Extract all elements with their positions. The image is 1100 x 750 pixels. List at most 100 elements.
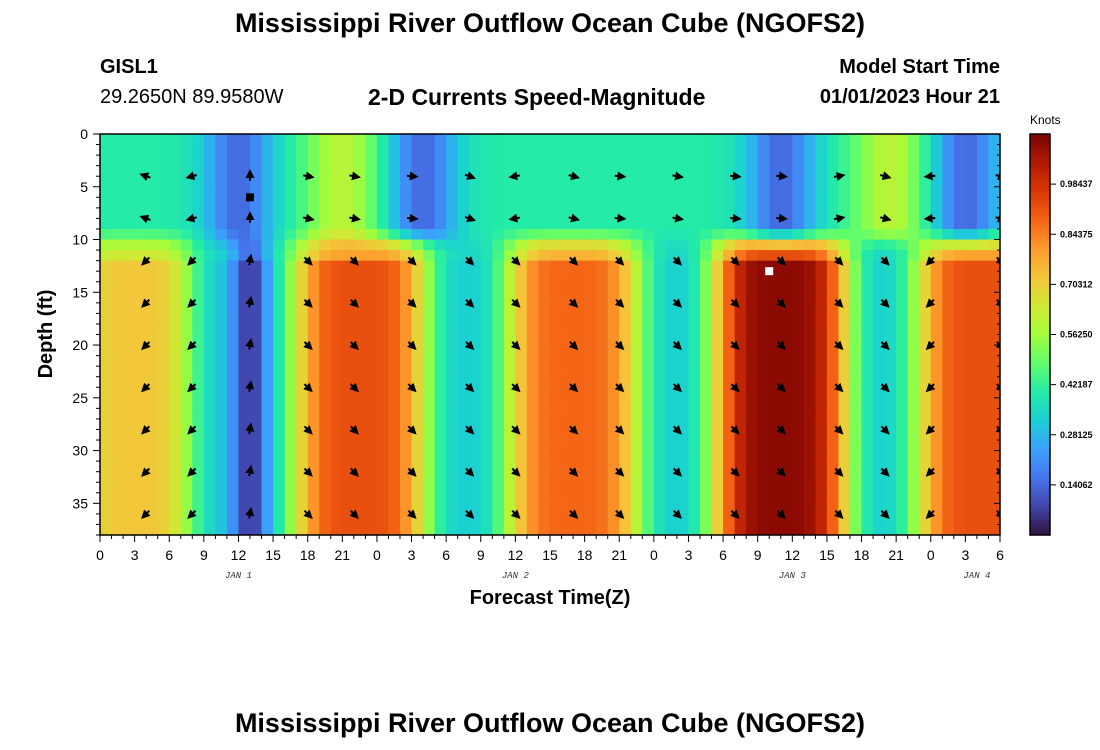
heatmap-cell xyxy=(296,271,309,283)
heatmap-cell xyxy=(100,387,113,399)
heatmap-cell xyxy=(192,134,205,146)
heatmap-cell xyxy=(330,144,343,156)
heatmap-cell xyxy=(307,292,320,304)
heatmap-cell xyxy=(688,155,701,167)
heatmap-cell xyxy=(665,239,678,251)
heatmap-cell xyxy=(850,207,863,220)
heatmap-cell xyxy=(100,461,113,473)
heatmap-cell xyxy=(711,450,724,462)
heatmap-cell xyxy=(307,408,320,420)
heatmap-cell xyxy=(815,376,828,388)
heatmap-cell xyxy=(123,429,136,441)
heatmap-cell xyxy=(942,186,955,198)
x-tick-label: 12 xyxy=(508,547,524,563)
heatmap-cell xyxy=(826,281,840,293)
heatmap-cell xyxy=(503,323,516,336)
heatmap-cell xyxy=(607,418,620,431)
heatmap-cell xyxy=(838,408,851,420)
heatmap-cell xyxy=(919,524,932,535)
heatmap-cell xyxy=(907,292,920,304)
heatmap-cell xyxy=(180,471,193,483)
heatmap-cell xyxy=(700,165,713,177)
heatmap-cell xyxy=(573,228,586,241)
heatmap-cell xyxy=(376,292,390,304)
heatmap-cell xyxy=(250,197,263,209)
heatmap-cell xyxy=(988,492,1000,504)
heatmap-cell xyxy=(480,397,493,409)
heatmap-cell xyxy=(492,334,505,346)
heatmap-cell xyxy=(515,218,528,230)
heatmap-cell xyxy=(723,513,736,526)
heatmap-cell xyxy=(619,292,632,304)
heatmap-cell xyxy=(284,418,297,431)
heatmap-cell xyxy=(815,387,828,399)
heatmap-cell xyxy=(215,387,228,399)
heatmap-cell xyxy=(619,440,632,452)
heatmap-cell xyxy=(769,408,782,420)
heatmap-cell xyxy=(538,176,551,188)
heatmap-cell xyxy=(700,176,713,188)
heatmap-cell xyxy=(850,387,863,399)
heatmap-cell xyxy=(988,134,1000,146)
heatmap-cell xyxy=(596,376,609,388)
heatmap-cell xyxy=(619,429,632,441)
heatmap-cell xyxy=(711,228,724,241)
heatmap-cell xyxy=(630,482,643,494)
heatmap-cell xyxy=(123,397,136,409)
heatmap-cell xyxy=(538,144,551,156)
heatmap-cell xyxy=(884,397,897,409)
heatmap-cell xyxy=(688,260,701,272)
heatmap-cell xyxy=(873,334,886,346)
vector-arrow xyxy=(187,425,197,435)
heatmap-cell xyxy=(607,461,620,473)
heatmap-cell xyxy=(261,503,274,515)
heatmap-cell xyxy=(215,250,228,262)
heatmap-cell xyxy=(688,461,701,473)
y-axis-title: Depth (ft) xyxy=(35,290,57,379)
heatmap-cell xyxy=(353,155,366,167)
heatmap-cell xyxy=(146,292,159,304)
heatmap-cell xyxy=(400,355,413,367)
heatmap-cell xyxy=(180,450,193,462)
heatmap-cell xyxy=(296,281,309,293)
heatmap-cell xyxy=(700,482,713,494)
heatmap-cell xyxy=(838,513,851,526)
heatmap-cell xyxy=(169,513,182,526)
vector-arrow xyxy=(508,171,520,181)
vector-arrow xyxy=(833,340,844,351)
vector-arrow xyxy=(995,171,1000,181)
heatmap-cell xyxy=(815,355,828,367)
vector-arrow xyxy=(510,298,521,308)
heatmap-cell xyxy=(896,397,909,409)
heatmap-cell xyxy=(700,429,713,441)
vector-arrow xyxy=(141,382,151,393)
heatmap-cell xyxy=(850,281,863,293)
heatmap-cell xyxy=(123,440,136,452)
heatmap-cell xyxy=(538,271,551,283)
heatmap-cell xyxy=(376,250,390,262)
heatmap-cell xyxy=(861,471,874,483)
heatmap-cell xyxy=(446,186,459,198)
heatmap-cell xyxy=(561,429,574,441)
heatmap-cell xyxy=(342,165,355,177)
heatmap-cell xyxy=(169,144,182,156)
heatmap-cell xyxy=(100,503,113,515)
heatmap-cell xyxy=(988,176,1000,188)
vector-arrow xyxy=(407,256,417,266)
heatmap-cell xyxy=(330,450,343,462)
heatmap-cell xyxy=(434,334,447,346)
heatmap-cell xyxy=(111,250,124,262)
heatmap-cell xyxy=(792,323,805,336)
heatmap-cell xyxy=(192,355,205,367)
heatmap-cell xyxy=(111,134,124,146)
heatmap-cell xyxy=(503,345,516,357)
heatmap-cell xyxy=(180,482,193,494)
heatmap-cell xyxy=(157,281,170,293)
heatmap-cell xyxy=(907,366,920,378)
heatmap-cell xyxy=(492,492,505,504)
vector-arrow xyxy=(776,509,786,520)
heatmap-cell xyxy=(273,302,286,314)
heatmap-cell xyxy=(919,440,932,452)
heatmap-cell xyxy=(296,345,309,357)
heatmap-cell xyxy=(642,492,655,504)
